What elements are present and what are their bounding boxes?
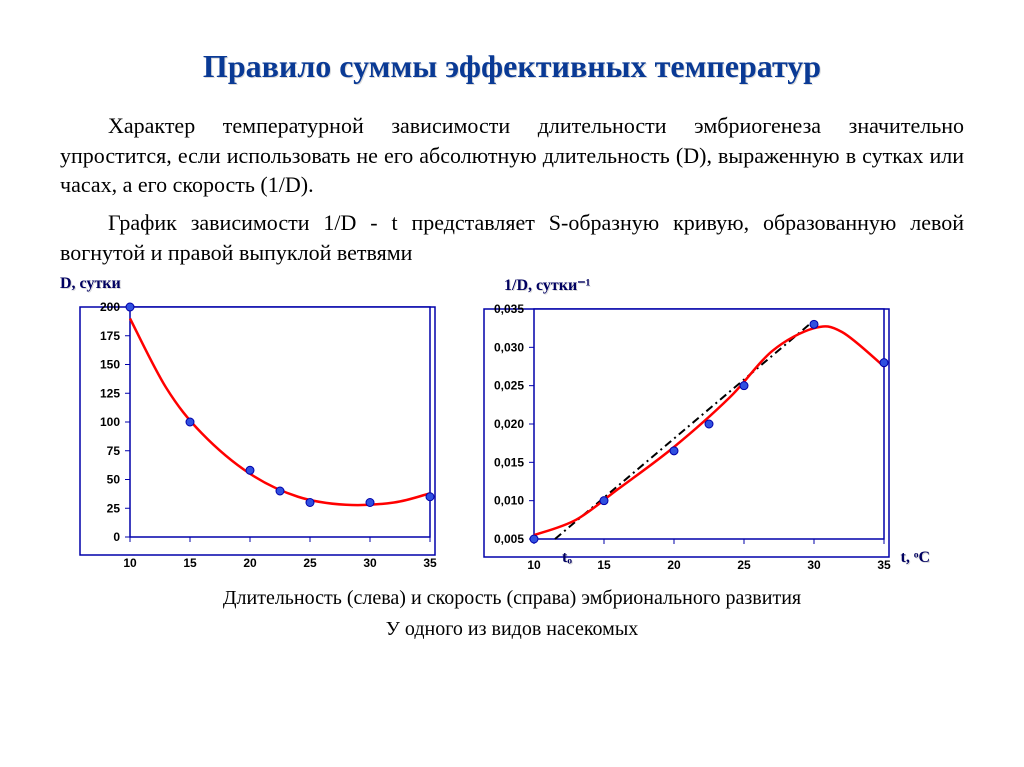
svg-text:35: 35 bbox=[877, 558, 891, 572]
svg-text:175: 175 bbox=[100, 329, 120, 343]
svg-text:150: 150 bbox=[100, 358, 120, 372]
chart-left: D, сутки 10 15 20 25 30 35 0 25 50 75 100 125 150 175… bbox=[60, 275, 440, 579]
svg-text:25: 25 bbox=[737, 558, 751, 572]
svg-text:0,030: 0,030 bbox=[494, 341, 524, 355]
chart-left-svg: 10 15 20 25 30 35 0 25 50 75 100 125 150 175 200 bbox=[60, 297, 440, 577]
caption-line1: Длительность (слева) и скорость (справа)… bbox=[60, 587, 964, 610]
svg-text:10: 10 bbox=[527, 558, 541, 572]
svg-text:0,010: 0,010 bbox=[494, 494, 524, 508]
svg-text:35: 35 bbox=[423, 556, 437, 570]
svg-text:20: 20 bbox=[243, 556, 257, 570]
svg-text:200: 200 bbox=[100, 300, 120, 314]
svg-text:50: 50 bbox=[107, 473, 121, 487]
chart-right-xtitle: t, ᵒC bbox=[901, 549, 930, 567]
paragraph-1-text: Характер температурной зависимости длите… bbox=[60, 113, 964, 197]
svg-text:25: 25 bbox=[303, 556, 317, 570]
svg-text:125: 125 bbox=[100, 387, 120, 401]
paragraph-2-text: График зависимости 1/D - t представляет … bbox=[60, 210, 964, 265]
svg-text:75: 75 bbox=[107, 444, 121, 458]
svg-text:20: 20 bbox=[667, 558, 681, 572]
svg-text:0: 0 bbox=[113, 530, 120, 544]
svg-text:0,005: 0,005 bbox=[494, 532, 524, 546]
svg-text:15: 15 bbox=[183, 556, 197, 570]
svg-text:0,020: 0,020 bbox=[494, 417, 524, 431]
caption-line2: У одного из видов насекомых bbox=[60, 618, 964, 641]
svg-text:0,035: 0,035 bbox=[494, 302, 524, 316]
svg-text:100: 100 bbox=[100, 415, 120, 429]
paragraph-1: Характер температурной зависимости длите… bbox=[60, 111, 964, 200]
chart-right: 1/D, сутки⁻¹ 10 15 20 25 30 35 0,005 0,010 0,015… bbox=[464, 275, 924, 579]
svg-text:30: 30 bbox=[363, 556, 377, 570]
svg-text:15: 15 bbox=[597, 558, 611, 572]
chart-right-ytitle: 1/D, сутки⁻¹ bbox=[504, 275, 924, 295]
page-title: Правило суммы эффективных температур bbox=[60, 48, 964, 85]
svg-text:0,025: 0,025 bbox=[494, 379, 524, 393]
svg-text:10: 10 bbox=[123, 556, 137, 570]
svg-text:0,015: 0,015 bbox=[494, 456, 524, 470]
chart-right-t0: tₒ bbox=[562, 549, 572, 567]
svg-text:25: 25 bbox=[107, 502, 121, 516]
chart-left-ytitle: D, сутки bbox=[60, 275, 440, 293]
paragraph-2: График зависимости 1/D - t представляет … bbox=[60, 208, 964, 267]
svg-text:30: 30 bbox=[807, 558, 821, 572]
chart-right-svg: 10 15 20 25 30 35 0,005 0,010 0,015 0,020 0,025 0,0… bbox=[464, 299, 924, 579]
